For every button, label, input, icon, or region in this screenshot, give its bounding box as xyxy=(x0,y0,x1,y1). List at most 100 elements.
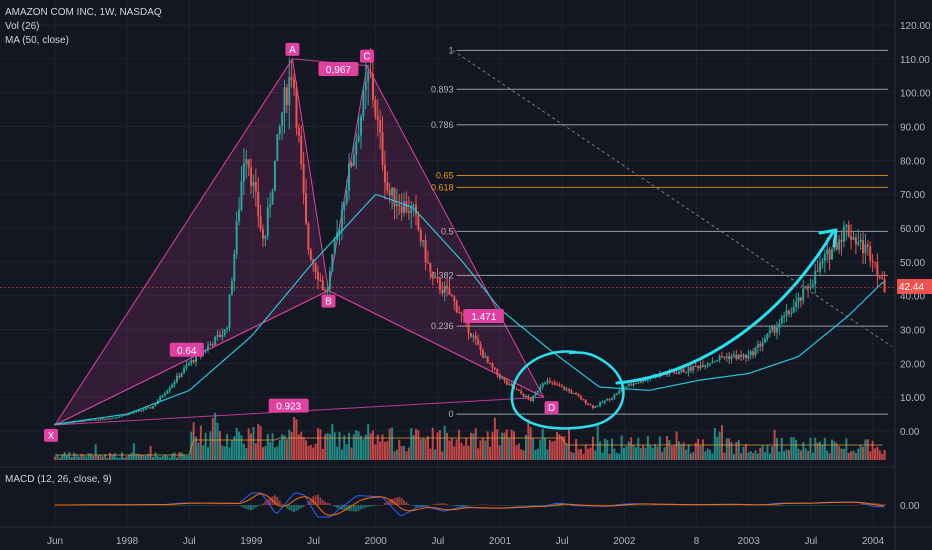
candle-body xyxy=(673,372,676,374)
macd-histogram-bar xyxy=(534,505,537,506)
candle-body xyxy=(293,79,296,89)
volume-bar xyxy=(754,450,757,460)
volume-bar xyxy=(699,445,702,460)
volume-bar xyxy=(302,437,305,460)
candle-body xyxy=(426,262,429,264)
candle-body xyxy=(749,351,752,355)
macd-histogram-bar xyxy=(529,505,532,506)
volume-bar xyxy=(649,445,652,460)
candle-body xyxy=(434,276,437,278)
volume-bar xyxy=(438,429,441,460)
macd-histogram-bar xyxy=(187,505,190,506)
candle-body xyxy=(116,417,119,419)
volume-bar xyxy=(807,451,810,460)
candle-body xyxy=(838,239,841,250)
macd-histogram-bar xyxy=(209,504,212,506)
volume-bar xyxy=(82,455,85,460)
volume-bar xyxy=(328,433,331,460)
pattern-point-badge xyxy=(321,294,336,308)
candle-body xyxy=(795,302,798,308)
candle-body xyxy=(209,344,212,346)
candle-body xyxy=(400,206,403,213)
candle-body xyxy=(266,207,269,236)
volume-bar xyxy=(424,439,427,460)
macd-histogram-bar xyxy=(826,505,829,506)
macd-histogram-bar xyxy=(833,505,836,506)
candle-body xyxy=(847,225,850,237)
x-tick-label: 2004 xyxy=(862,536,885,547)
volume-bar xyxy=(869,451,872,460)
macd-histogram-bar xyxy=(278,500,281,505)
volume-bar xyxy=(862,446,865,460)
macd-histogram-bar xyxy=(878,503,881,505)
candle-body xyxy=(768,330,771,334)
volume-bar xyxy=(99,454,102,460)
macd-histogram-bar xyxy=(240,505,243,507)
candle-body xyxy=(386,182,389,191)
candle-body xyxy=(424,240,427,263)
volume-bar xyxy=(348,432,351,460)
volume-bar xyxy=(627,441,630,460)
macd-histogram-bar xyxy=(663,504,666,506)
macd-histogram-bar xyxy=(345,505,348,511)
volume-bar xyxy=(883,449,886,460)
candle-body xyxy=(192,359,195,363)
volume-bar xyxy=(615,452,618,460)
candle-body xyxy=(350,163,353,166)
volume-bar xyxy=(104,454,107,460)
candle-body xyxy=(68,422,71,424)
y-tick-label: 10.00 xyxy=(900,393,925,404)
volume-bar xyxy=(603,438,606,460)
candle-body xyxy=(716,360,719,362)
candle-body xyxy=(187,363,190,366)
candle-body xyxy=(709,363,712,365)
volume-bar xyxy=(551,441,554,460)
macd-histogram-bar xyxy=(400,497,403,505)
candle-body xyxy=(563,386,566,390)
candle-body xyxy=(627,383,630,387)
macd-histogram-bar xyxy=(462,505,465,507)
volume-bar xyxy=(481,437,484,460)
candle-body xyxy=(140,410,143,412)
volume-bar xyxy=(646,436,649,460)
candle-body xyxy=(694,365,697,367)
volume-bar xyxy=(211,417,214,460)
macd-histogram-bar xyxy=(668,504,671,506)
volume-bar xyxy=(501,432,504,460)
macd-histogram-bar xyxy=(264,501,267,505)
macd-histogram-bar xyxy=(446,504,449,505)
macd-histogram-bar xyxy=(625,505,628,506)
volume-bar xyxy=(350,447,353,460)
volume-bar xyxy=(111,455,114,460)
macd-histogram-bar xyxy=(795,505,798,506)
macd-histogram-bar xyxy=(381,504,384,506)
volume-bar xyxy=(336,446,339,460)
candle-body xyxy=(73,422,76,424)
volume-bar xyxy=(269,442,272,460)
volume-bar xyxy=(410,428,413,460)
candle-body xyxy=(113,417,116,419)
fib-trend-line xyxy=(452,49,892,347)
volume-bar xyxy=(663,447,666,460)
fib-level-label: 0.618 xyxy=(431,182,454,192)
volume-bar xyxy=(434,449,437,460)
last-price-badge-bg xyxy=(897,279,932,294)
volume-bar xyxy=(187,455,190,460)
macd-histogram-bar xyxy=(321,499,324,505)
candle-body xyxy=(417,214,420,231)
macd-histogram-bar xyxy=(814,505,817,506)
macd-histogram-bar xyxy=(821,505,824,506)
bottom-circle-annotation xyxy=(510,350,625,430)
volume-bar xyxy=(259,426,262,460)
macd-histogram-bar xyxy=(830,505,833,506)
macd-histogram-bar xyxy=(520,505,523,506)
volume-bar xyxy=(819,441,822,460)
macd-histogram-bar xyxy=(257,505,260,507)
volume-bar xyxy=(352,434,355,460)
macd-histogram-bar xyxy=(866,503,869,505)
uptrend-arrow-head xyxy=(818,228,838,248)
macd-histogram-bar xyxy=(199,505,202,506)
candle-body xyxy=(345,190,348,204)
volume-bar xyxy=(536,448,539,460)
